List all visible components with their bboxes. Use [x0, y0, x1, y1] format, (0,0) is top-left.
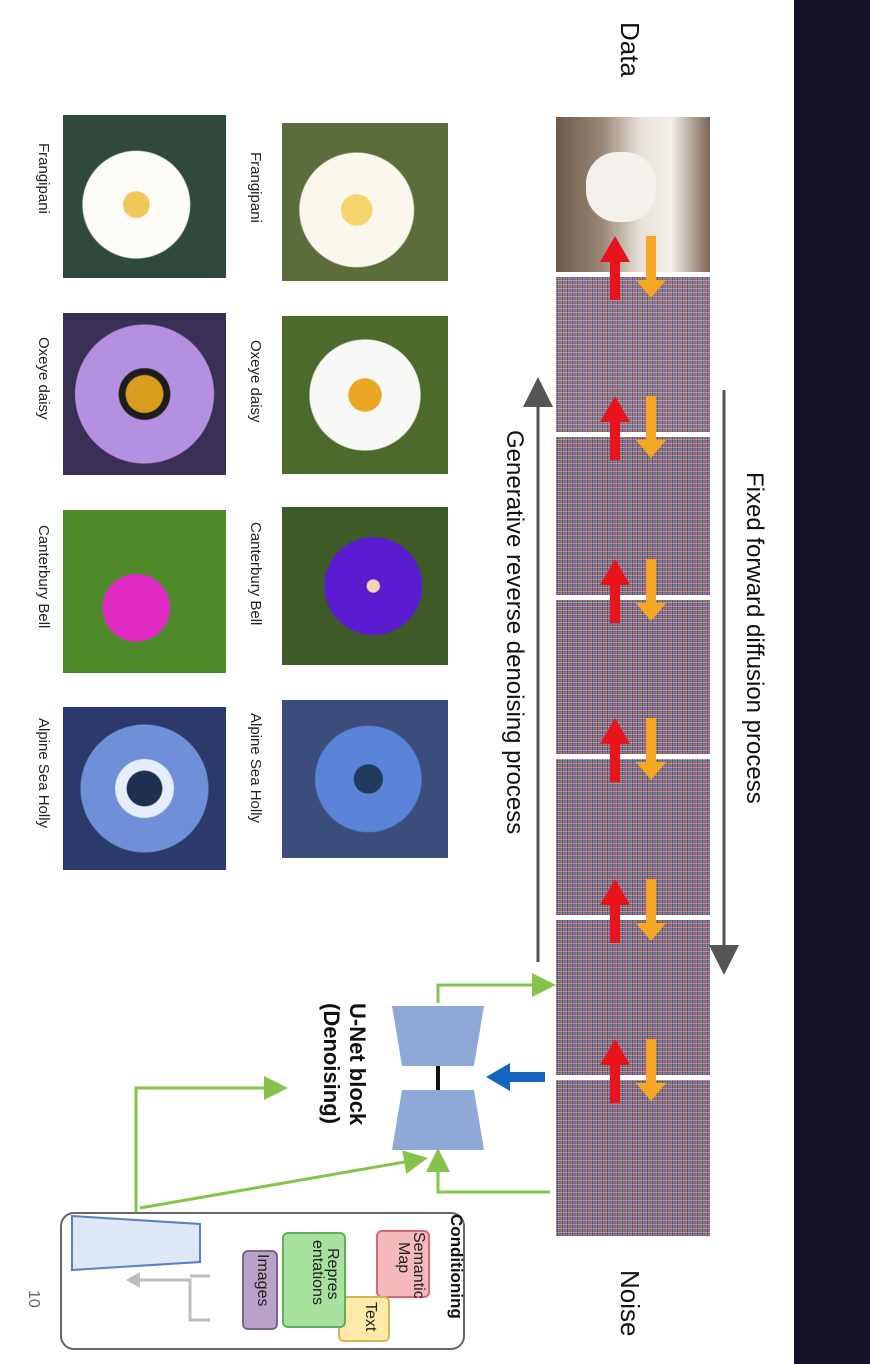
connector-cond-to-unet: [139, 1150, 428, 1210]
forward-step-arrow: [636, 559, 666, 621]
forward-step-arrow: [636, 1039, 666, 1101]
unet-encoder: [392, 1006, 484, 1066]
reverse-step-arrow: [600, 396, 630, 460]
noisy-frame-5: [556, 920, 710, 1075]
reverse-step-arrow: [600, 718, 630, 782]
noise-image: [556, 1080, 710, 1236]
images-pill: [242, 1250, 278, 1330]
noisy-frame-3: [556, 600, 710, 754]
flower-image-frangipani-gen: [63, 115, 226, 278]
reverse-step-arrow: [600, 559, 630, 623]
representations-pill: [282, 1232, 346, 1328]
noisy-frame-2: [556, 437, 710, 595]
step-arrows: [600, 236, 666, 1103]
reverse-step-arrow: [600, 879, 630, 943]
flower-image-seaholly-gen: [63, 707, 226, 870]
slide-sidebar: [794, 0, 870, 1364]
conditioning-box: [60, 1212, 465, 1350]
forward-step-arrow: [636, 396, 666, 458]
connector-cond-to-label: [134, 1076, 288, 1212]
data-image-cat: [556, 117, 710, 272]
flower-image-canterbury-real: [282, 507, 448, 665]
flower-image-frangipani-real: [282, 123, 448, 281]
encoder-feed-lines: [140, 1274, 210, 1322]
unet-input-arrow: [486, 1063, 545, 1091]
flower-image-oxeye-gen: [63, 313, 226, 475]
flower-image-oxeye-real: [282, 316, 448, 474]
reverse-step-arrow: [600, 236, 630, 300]
reverse-step-arrow: [600, 1039, 630, 1103]
flower-image-canterbury-gen: [63, 510, 226, 673]
tau-encoder-shape: [71, 1214, 201, 1272]
noisy-frame-1: [556, 277, 710, 432]
unet-decoder: [392, 1090, 484, 1150]
unet-bottleneck: [436, 1066, 440, 1090]
connector-noise-to-unet: [426, 1148, 550, 1194]
text-pill: [338, 1296, 390, 1342]
forward-step-arrow: [636, 718, 666, 780]
noisy-frame-4: [556, 759, 710, 915]
semantic-map-pill: [376, 1230, 430, 1298]
connector-unet-to-strip: [436, 973, 556, 1003]
flower-image-seaholly-real: [282, 700, 448, 858]
encoder-feed-arrow: [126, 1272, 140, 1288]
forward-step-arrow: [636, 236, 666, 298]
forward-step-arrow: [636, 879, 666, 941]
